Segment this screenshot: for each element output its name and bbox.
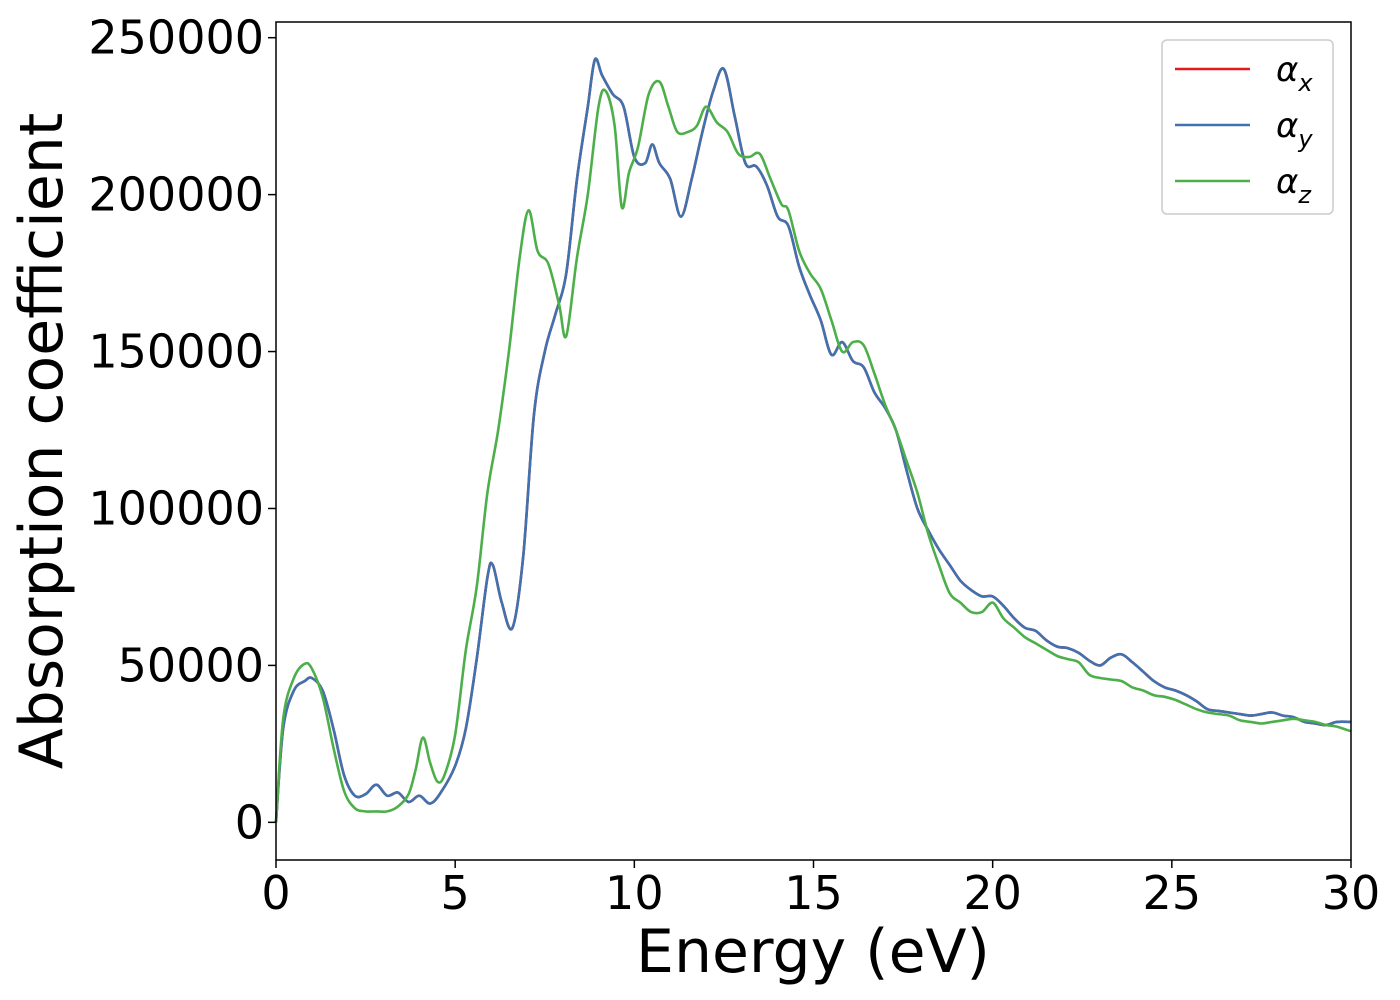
series-line-y (274, 57, 1352, 823)
series-layer (274, 57, 1352, 823)
legend-label-y: αy (1276, 106, 1313, 153)
legend: αx αy αz (1161, 39, 1334, 215)
legend-label-x: αx (1276, 50, 1313, 97)
x-tick-label: 25 (1143, 866, 1202, 920)
y-axis: 0 50000 100000 150000 200000 250000 (88, 11, 276, 849)
legend-frame (1161, 39, 1334, 215)
x-tick-label: 10 (605, 866, 664, 920)
y-tick-label: 200000 (88, 168, 264, 222)
x-tick-label: 20 (963, 866, 1022, 920)
y-tick-label: 100000 (88, 481, 264, 535)
x-tick-label: 15 (784, 866, 843, 920)
y-axis-label: Absorption coefficient (7, 113, 77, 770)
x-axis: 0 5 10 15 20 25 30 (261, 860, 1380, 920)
y-tick-label: 50000 (118, 638, 264, 692)
y-tick-label: 0 (235, 795, 264, 849)
series-line-z (274, 79, 1352, 823)
x-axis-label: Energy (eV) (636, 917, 990, 987)
x-tick-label: 30 (1322, 866, 1381, 920)
y-tick-label: 150000 (88, 325, 264, 379)
x-tick-label: 5 (441, 866, 470, 920)
y-tick-label: 250000 (88, 11, 264, 65)
x-tick-label: 0 (261, 866, 290, 920)
legend-label-z: αz (1276, 162, 1312, 209)
